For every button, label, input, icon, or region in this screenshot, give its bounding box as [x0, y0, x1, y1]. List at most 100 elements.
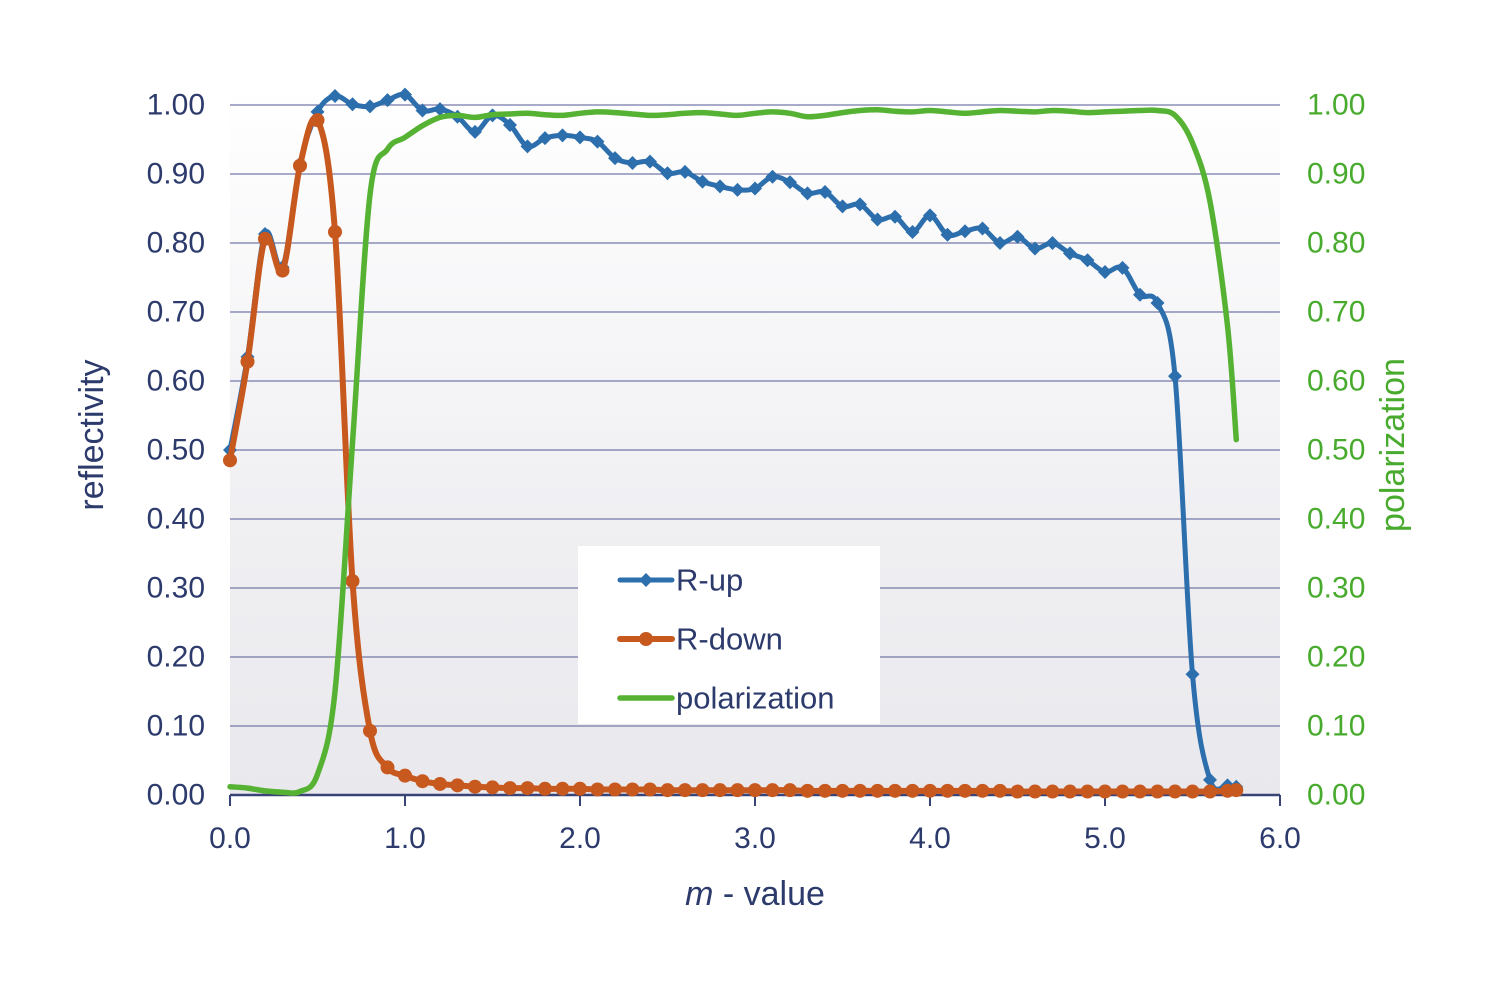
legend-label-r-down: R-down: [676, 622, 783, 657]
y-tick-label-left: 0.00: [147, 779, 205, 812]
marker-diamond-r-up: [590, 134, 605, 149]
marker-circle-r-down: [345, 574, 360, 589]
marker-circle-r-down: [520, 781, 535, 796]
y-tick-label-left: 0.30: [147, 572, 205, 605]
marker-circle-r-down: [485, 780, 500, 795]
marker-circle-r-down: [310, 113, 325, 128]
marker-diamond-r-up: [800, 186, 815, 201]
x-axis-title-rest: - value: [713, 875, 825, 913]
marker-circle-r-down: [625, 782, 640, 797]
marker-circle-r-down: [240, 354, 255, 369]
marker-circle-r-down: [433, 776, 447, 791]
marker-circle-r-down: [975, 783, 990, 798]
marker-diamond-r-up: [1028, 241, 1042, 256]
marker-diamond-r-up: [398, 87, 412, 102]
marker-diamond-r-up: [888, 209, 902, 224]
y-tick-label-left: 0.70: [147, 296, 205, 329]
marker-circle-r-down: [468, 779, 482, 794]
marker-diamond-r-up: [468, 124, 482, 139]
marker-circle-r-down: [380, 760, 395, 775]
marker-circle-r-down: [678, 783, 692, 798]
marker-diamond-r-up: [1063, 246, 1077, 261]
marker-diamond-r-up: [363, 99, 377, 114]
x-tick-label: 1.0: [384, 822, 426, 855]
marker-diamond-r-up: [765, 169, 780, 184]
marker-circle-r-down: [1115, 784, 1130, 799]
marker-diamond-r-up: [975, 221, 990, 236]
marker-circle-r-down: [538, 781, 552, 796]
legend-item-r-up: R-up: [617, 563, 743, 598]
y-tick-label-left: 0.80: [147, 227, 205, 260]
legend-item-polarization: polarization: [617, 681, 835, 716]
marker-diamond-r-up: [1115, 260, 1130, 275]
x-axis-title-italic: m: [685, 875, 713, 913]
y-tick-label-right: 0.80: [1307, 227, 1365, 260]
marker-diamond-r-up: [940, 227, 955, 242]
y-axis-title-right: polarization: [1374, 358, 1412, 532]
marker-diamond-r-up: [993, 236, 1007, 250]
marker-circle-r-down: [363, 723, 377, 738]
marker-diamond-r-up: [783, 175, 797, 190]
y-tick-label-left: 0.60: [147, 365, 205, 398]
marker-circle-r-down: [1098, 784, 1112, 799]
y-tick-label-right: 0.90: [1307, 158, 1365, 191]
marker-circle-r-down: [748, 783, 762, 798]
marker-circle-r-down: [1063, 784, 1077, 799]
marker-circle-r-down: [940, 783, 955, 798]
marker-circle-r-down: [660, 783, 675, 798]
marker-circle-r-down: [1010, 784, 1025, 799]
marker-circle-r-down: [870, 783, 885, 798]
marker-diamond-r-up: [1203, 772, 1217, 787]
y-tick-label-left: 0.50: [147, 434, 205, 467]
marker-circle-r-down: [853, 783, 867, 798]
x-tick-label: 3.0: [734, 822, 776, 855]
marker-diamond-r-up: [1133, 287, 1147, 302]
marker-diamond-r-up: [433, 102, 447, 117]
marker-circle-r-down: [888, 783, 902, 798]
marker-circle-r-down: [958, 783, 972, 798]
y-tick-label-right: 0.60: [1307, 365, 1365, 398]
marker-circle-r-down: [275, 263, 290, 278]
marker-diamond-r-up: [520, 139, 535, 154]
marker-circle-r-down: [1229, 783, 1244, 798]
marker-diamond-r-up: [643, 154, 657, 169]
marker-diamond-r-up: [625, 155, 640, 170]
marker-diamond-r-up: [730, 182, 745, 197]
y-tick-label-right: 0.20: [1307, 641, 1365, 674]
marker-diamond-r-up: [870, 212, 885, 227]
series-r-down: [223, 113, 1244, 799]
marker-circle-r-down: [398, 768, 412, 783]
legend-item-r-down: R-down: [617, 622, 783, 657]
marker-diamond-r-up: [538, 131, 552, 146]
marker-diamond-r-up: [328, 89, 342, 104]
marker-diamond-r-up: [1045, 236, 1060, 250]
marker-diamond-r-up: [1010, 229, 1025, 244]
y-tick-label-left: 0.10: [147, 710, 205, 743]
marker-circle-r-down: [555, 781, 570, 796]
marker-diamond-r-up: [503, 118, 517, 133]
marker-circle-r-down: [590, 782, 605, 797]
marker-diamond-r-up: [415, 103, 430, 118]
marker-circle-r-down: [993, 783, 1007, 798]
marker-circle-r-down: [573, 781, 587, 796]
marker-diamond-r-up: [660, 166, 675, 181]
x-tick-label: 2.0: [559, 822, 601, 855]
legend: R-up R-down polarization: [578, 546, 880, 724]
legend-label-r-up: R-up: [676, 563, 743, 598]
marker-diamond-r-up: [695, 174, 710, 189]
marker-circle-r-down: [328, 224, 342, 239]
legend-box: [578, 546, 880, 724]
y-tick-label-left: 1.00: [147, 89, 205, 122]
marker-diamond-r-up: [555, 128, 570, 143]
marker-diamond-r-up: [1098, 264, 1112, 279]
marker-circle-r-down: [800, 783, 815, 798]
x-tick-label: 5.0: [1084, 822, 1126, 855]
series-polarization: [227, 107, 1240, 796]
marker-circle-r-down: [450, 778, 465, 793]
marker-circle-r-down: [643, 782, 657, 797]
marker-circle-r-down: [1028, 784, 1042, 799]
marker-circle-r-down: [713, 783, 727, 798]
marker-circle-r-down: [1080, 784, 1095, 799]
marker-circle-r-down: [923, 783, 937, 798]
marker-diamond-r-up: [958, 224, 972, 239]
